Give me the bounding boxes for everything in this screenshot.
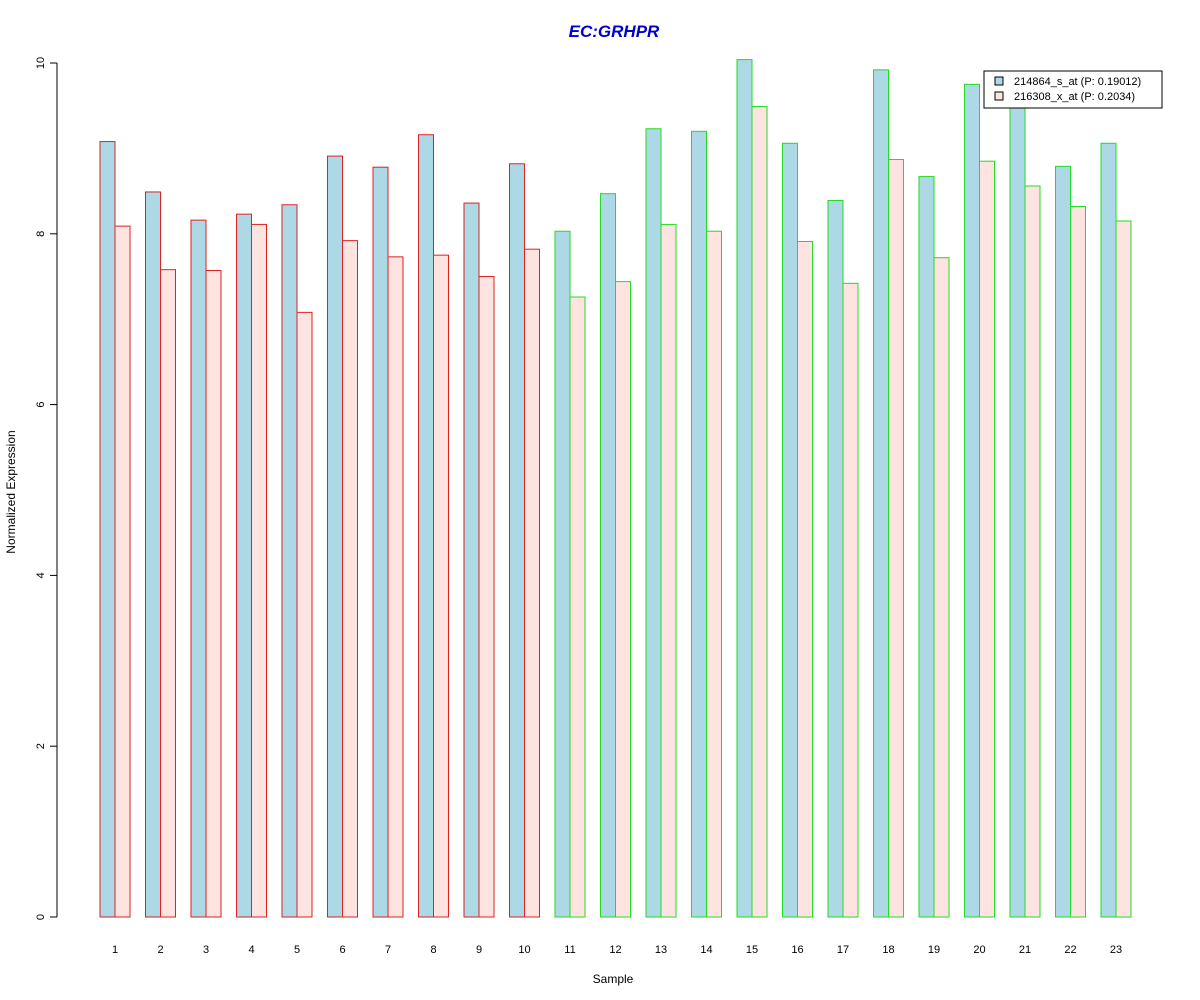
bar-sample-2-series-1: [145, 191, 161, 918]
y-tick-label: 8: [35, 231, 47, 237]
x-tick-label: 16: [791, 944, 803, 956]
x-tick-label: 23: [1110, 944, 1122, 956]
y-tick-label: 6: [35, 402, 47, 408]
bar-sample-14-series-2: [706, 230, 722, 918]
y-tick-label: 2: [35, 743, 47, 749]
bar-sample-22-series-2: [1070, 205, 1086, 918]
y-tick-label: 0: [35, 914, 47, 920]
bar-sample-5-series-1: [281, 204, 298, 918]
bar-sample-16-series-2: [797, 240, 813, 918]
bar-sample-11-series-2: [569, 296, 586, 918]
legend-swatch: [994, 91, 1004, 101]
bar-sample-20-series-2: [979, 160, 995, 918]
x-tick-label: 13: [655, 944, 667, 956]
chart-title: EC:GRHPR: [569, 22, 660, 41]
x-tick-label: 10: [518, 944, 530, 956]
bars-group: [99, 59, 1132, 918]
bar-sample-20-series-1: [964, 83, 980, 918]
bar-sample-6-series-1: [327, 155, 343, 918]
bar-sample-18-series-1: [873, 69, 889, 918]
bar-sample-21-series-2: [1024, 185, 1041, 918]
bar-sample-18-series-2: [888, 159, 904, 918]
bar-sample-5-series-2: [296, 311, 313, 918]
bar-sample-10-series-1: [509, 163, 525, 918]
y-tick-label: 4: [35, 572, 47, 578]
x-tick-label: 3: [203, 944, 209, 956]
legend-label: 216308_x_at (P: 0.2034): [1014, 91, 1135, 103]
bar-sample-10-series-2: [524, 248, 540, 918]
x-tick-label: 21: [1019, 944, 1031, 956]
x-tick-label: 11: [564, 944, 575, 956]
bar-sample-8-series-2: [433, 254, 449, 918]
bar-sample-19-series-2: [933, 257, 950, 918]
legend-label: 214864_s_at (P: 0.19012): [1014, 76, 1141, 88]
bar-sample-3-series-2: [205, 270, 222, 918]
bar-sample-1-series-1: [99, 141, 116, 918]
bar-sample-4-series-2: [251, 223, 267, 918]
bar-sample-23-series-1: [1100, 142, 1117, 918]
y-axis: 0 2 4 6 8 10: [35, 57, 58, 920]
x-tick-label: 14: [700, 944, 712, 956]
x-tick-label: 5: [294, 944, 300, 956]
bar-sample-9-series-2: [478, 276, 495, 918]
bar-sample-7-series-2: [387, 256, 404, 918]
bar-sample-8-series-1: [418, 134, 434, 918]
legend-swatch: [994, 76, 1004, 86]
x-axis-label: Sample: [593, 972, 634, 986]
x-tick-label: 9: [476, 944, 482, 956]
x-tick-label: 15: [746, 944, 758, 956]
y-axis-label: Normalized Expression: [4, 430, 18, 553]
bar-sample-1-series-2: [114, 225, 131, 918]
bar-sample-23-series-2: [1115, 220, 1132, 918]
bar-sample-3-series-1: [190, 219, 207, 918]
x-tick-labels: 1 2 3 4 5 6 7 8 9 10 11 12 13 14 15 16 17 18 19 20 21 22 23: [112, 944, 1122, 956]
legend: 214864_s_at (P: 0.19012) 216308_x_at (P: …: [983, 70, 1163, 109]
bar-sample-6-series-2: [342, 240, 358, 918]
bar-sample-4-series-1: [236, 213, 252, 918]
x-tick-label: 2: [157, 944, 163, 956]
legend-box: [983, 70, 1163, 109]
bar-sample-12-series-2: [615, 281, 631, 918]
x-tick-label: 22: [1064, 944, 1076, 956]
x-tick-label: 6: [339, 944, 345, 956]
x-tick-label: 17: [837, 944, 849, 956]
x-tick-label: 20: [973, 944, 985, 956]
bar-sample-9-series-1: [463, 202, 480, 918]
x-tick-label: 4: [248, 944, 254, 956]
bar-sample-11-series-1: [554, 230, 571, 918]
bar-sample-21-series-1: [1009, 105, 1026, 918]
bar-sample-7-series-1: [372, 166, 389, 918]
bar-sample-14-series-1: [691, 130, 707, 918]
x-tick-label: 7: [385, 944, 391, 956]
bar-sample-13-series-1: [645, 128, 662, 918]
bar-sample-19-series-1: [918, 176, 935, 918]
bar-sample-2-series-2: [160, 269, 176, 918]
bar-sample-15-series-1: [736, 59, 753, 918]
x-tick-label: 1: [112, 944, 118, 956]
bar-sample-22-series-1: [1055, 165, 1071, 918]
bar-sample-17-series-2: [842, 282, 859, 918]
bar-sample-17-series-1: [827, 199, 844, 918]
x-tick-label: 19: [928, 944, 940, 956]
y-tick-label: 10: [35, 57, 47, 69]
bar-sample-15-series-2: [751, 106, 768, 918]
x-tick-label: 12: [609, 944, 621, 956]
x-tick-label: 18: [882, 944, 894, 956]
bar-sample-16-series-1: [782, 142, 798, 918]
bar-sample-12-series-1: [600, 193, 616, 918]
bar-sample-13-series-2: [660, 223, 677, 918]
x-tick-label: 8: [430, 944, 436, 956]
